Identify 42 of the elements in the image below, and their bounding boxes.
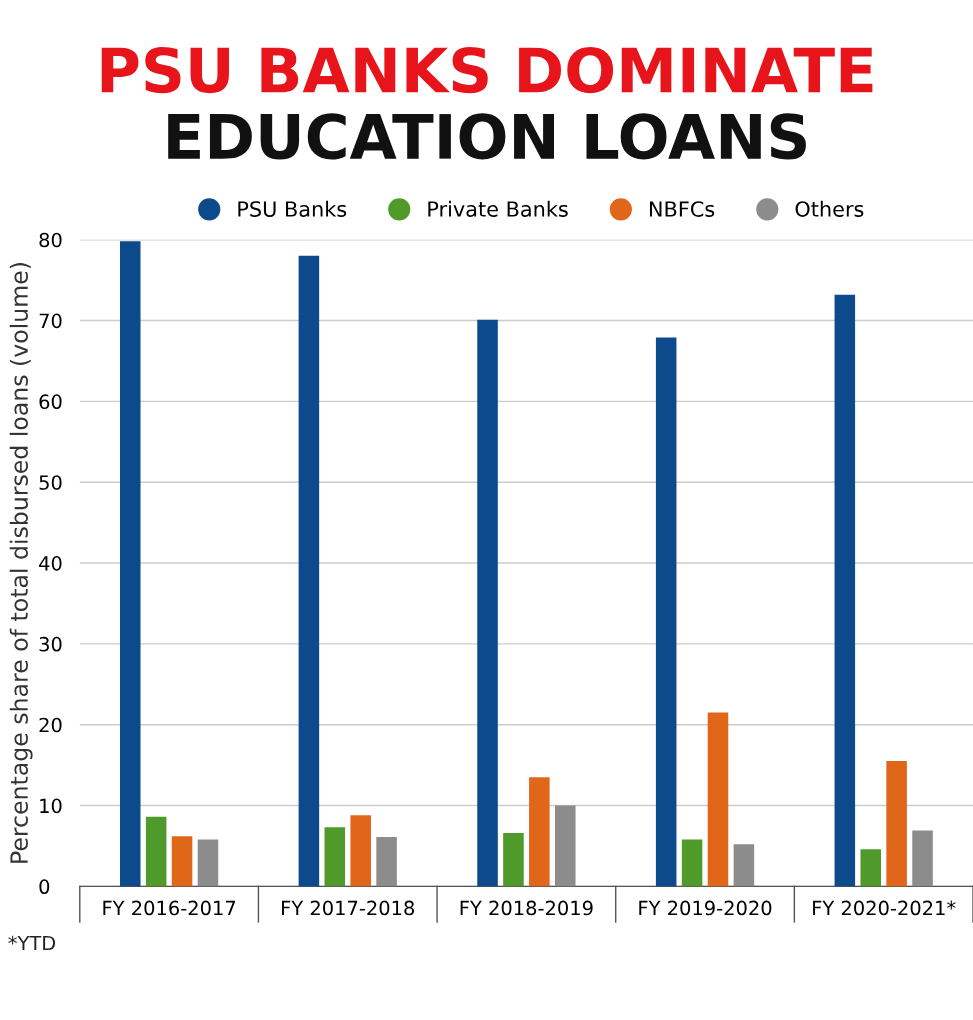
bar [834,294,856,887]
y-tick-label: 80 [39,232,62,248]
bar [119,241,141,887]
bar [503,833,524,887]
bar [298,255,320,887]
y-tick-label: 40 [39,556,62,571]
bar [554,805,576,887]
legend-label: Private Banks [428,200,568,217]
bar [171,836,193,887]
bar [707,712,729,887]
y-tick-label: 20 [39,717,62,733]
bar [733,844,755,887]
bar [681,839,703,887]
bar [145,816,167,887]
y-axis-title: Percentage share of total disbursed loans (volume) [9,263,33,863]
x-tick-label: FY 2016-2017 [103,900,236,916]
y-tick-label: 0 [39,879,50,895]
legend-label: Others [795,200,864,217]
bar [886,761,907,887]
legend-label: NBFCs [649,201,715,217]
bar [655,337,677,887]
y-tick-label: 50 [39,475,62,490]
bar [529,777,550,887]
chart-subtitle: EDUCATION LOANS [168,113,806,160]
bar [376,837,397,887]
x-tick-label: FY 2019-2020 [639,900,772,916]
x-tick-label: FY 2017-2018 [282,900,415,916]
legend-label: PSU Banks [238,200,347,217]
chart-title: PSU BANKS DOMINATE [101,46,873,94]
text: *YTD [8,935,56,951]
bar [477,319,498,887]
bar [912,830,933,887]
bar [860,849,881,887]
y-tick-label: 70 [39,313,62,329]
bar [350,815,371,887]
y-tick-label: 10 [40,798,62,814]
bar [324,827,346,887]
y-tick-label: 30 [39,636,62,652]
x-tick-label: FY 2020-2021* [813,900,956,916]
x-tick-label: FY 2018-2019 [460,900,593,916]
bar [197,839,219,887]
y-tick-label: 60 [39,394,62,410]
